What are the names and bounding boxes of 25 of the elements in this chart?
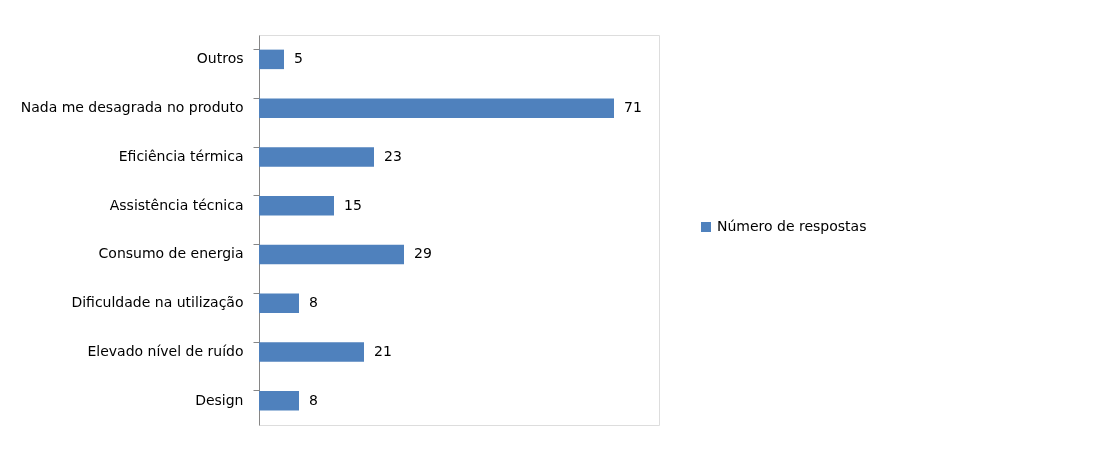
y-tick-label: Design [195,391,244,408]
bar [259,342,364,362]
data-label: 29 [414,245,432,262]
y-tick-label: Eficiência térmica [118,147,244,164]
data-label: 8 [309,391,318,408]
bar [259,147,374,167]
bar [259,390,299,411]
y-tick-label: Nada me desagrada no produto [20,99,244,116]
legend-label: Número de respostas [717,218,867,234]
bar [259,98,614,118]
bar [259,195,334,216]
y-tick-label: Dificuldade na utilização [71,294,244,311]
y-tick-label: Assistência técnica [109,196,244,213]
bar [259,49,284,70]
data-label: 8 [309,294,318,311]
y-tick-label: Elevado nível de ruído [87,342,244,359]
data-label: 21 [374,342,392,359]
bar [259,244,404,265]
data-label: 71 [624,99,642,116]
bar [259,293,299,313]
data-label: 23 [384,147,402,164]
data-label: 15 [344,196,362,213]
y-tick-label: Consumo de energia [98,245,244,262]
y-tick-label: Outros [196,50,244,67]
data-label: 5 [294,50,303,67]
